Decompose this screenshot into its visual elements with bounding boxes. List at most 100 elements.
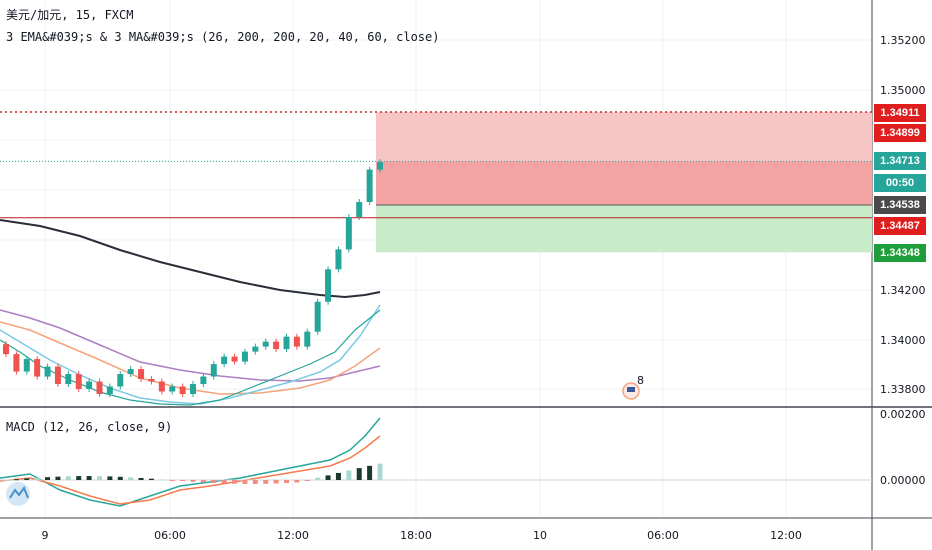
macd-axis-label: 0.00200 [880,408,926,421]
macd-histogram-bar [13,479,19,481]
macd-histogram-bar [377,463,383,480]
macd-histogram-bar [242,480,248,484]
candle-body [221,356,228,365]
time-axis-label: 06:00 [647,529,679,542]
macd-histogram-bar [273,480,279,484]
macd-histogram-bar [294,480,300,483]
macd-signal-line [0,435,381,505]
candle-body [200,376,207,385]
time-axis-label: 18:00 [400,529,432,542]
candle-body [34,359,41,377]
candle-body [127,369,134,375]
macd-histogram-bar [221,480,227,484]
candle-body [86,381,93,389]
stop-zone-tag: 1.34899 [874,124,926,142]
candle-body [3,344,9,355]
red-line-tag: 1.34487 [874,217,926,235]
macd-histogram-bar [346,470,352,480]
macd-histogram-bar [367,465,373,480]
candle-body [65,374,72,385]
macd-histogram-bar [34,477,40,480]
current-price-tag: 1.34713 [874,152,926,170]
macd-histogram-bar [86,476,92,480]
candle-body [96,381,103,394]
candle-body [23,359,30,372]
stop-zone-filled [376,161,872,206]
target-price-tag: 1.34348 [874,244,926,262]
candle-body [13,354,20,372]
candle-body [252,346,259,352]
stop-price-tag: 1.34911 [874,104,926,122]
macd-histogram-bar [97,476,102,480]
candle-body [241,351,248,362]
macd-histogram-bar [190,480,196,482]
ema-26-line [0,304,381,405]
macd-histogram-bar [148,478,154,480]
price-axis-label: 1.33800 [880,383,926,396]
price-axis-label: 1.34000 [880,334,926,347]
macd-histogram-bar [138,477,144,480]
macd-legend[interactable]: MACD (12, 26, close, 9) [6,420,173,434]
ma-40-line [0,321,381,395]
macd-axis-label: 0.00000 [880,474,926,487]
ema-200-line [0,219,381,299]
macd-histogram-bar [211,480,217,483]
time-axis-label: 10 [533,529,547,542]
candle-body [179,386,186,394]
candle-body [190,384,196,394]
entry-price-tag: 1.34538 [874,196,926,214]
candle-body [283,336,290,350]
macd-histogram-bar [159,479,165,481]
time-axis-label: 06:00 [154,529,186,542]
macd-histogram-bar [304,480,310,481]
flag-icon [627,387,635,392]
logo-mountain-icon [9,485,29,499]
stop-zone [376,112,872,162]
macd-histogram-bar [315,477,321,480]
macd-histogram-bar [45,477,51,480]
indicator-legend[interactable]: 3 EMA&#039;s & 3 MA&#039;s (26, 200, 200… [6,30,440,44]
candle-body [158,381,165,392]
macd-histogram-bar [24,478,30,480]
macd-histogram-bar [55,476,61,480]
candle-body [304,331,311,347]
macd-histogram-bar [107,476,113,480]
candle-body [293,336,300,347]
candle-body [345,216,352,250]
macd-histogram-bar [65,476,71,480]
candle-body [273,341,280,350]
time-axis-label: 12:00 [277,529,309,542]
candle-body [335,249,342,270]
macd-histogram-bar [263,480,269,484]
candle-body [210,364,217,377]
candle-body [138,369,145,380]
price-axis-label: 1.34200 [880,284,926,297]
candle-body [106,386,113,394]
macd-histogram-bar [335,472,341,480]
macd-histogram-bar [128,477,134,480]
event-count-badge: 8 [637,374,644,387]
macd-histogram-bar [252,480,258,484]
macd-histogram-bar [232,480,238,484]
candle-body [75,374,82,389]
macd-histogram-bar [169,480,175,481]
price-axis-label: 1.35200 [880,34,926,47]
candle-body [54,366,61,385]
candle-body [314,301,321,332]
macd-histogram-bar [200,480,206,483]
time-axis-label: 9 [42,529,49,542]
candle-body [231,356,238,362]
macd-histogram-bar [356,468,362,480]
candle-body [377,162,383,170]
candle-body [262,341,269,347]
macd-line [0,417,381,507]
candle-body [148,379,155,382]
countdown-tag: 00:50 [874,174,926,192]
macd-histogram-bar [180,480,186,482]
candle-body [366,169,373,203]
candle-body [117,374,124,387]
target-zone [376,205,872,253]
price-axis-label: 1.35000 [880,84,926,97]
symbol-title[interactable]: 美元/加元, 15, FXCM [6,8,134,22]
